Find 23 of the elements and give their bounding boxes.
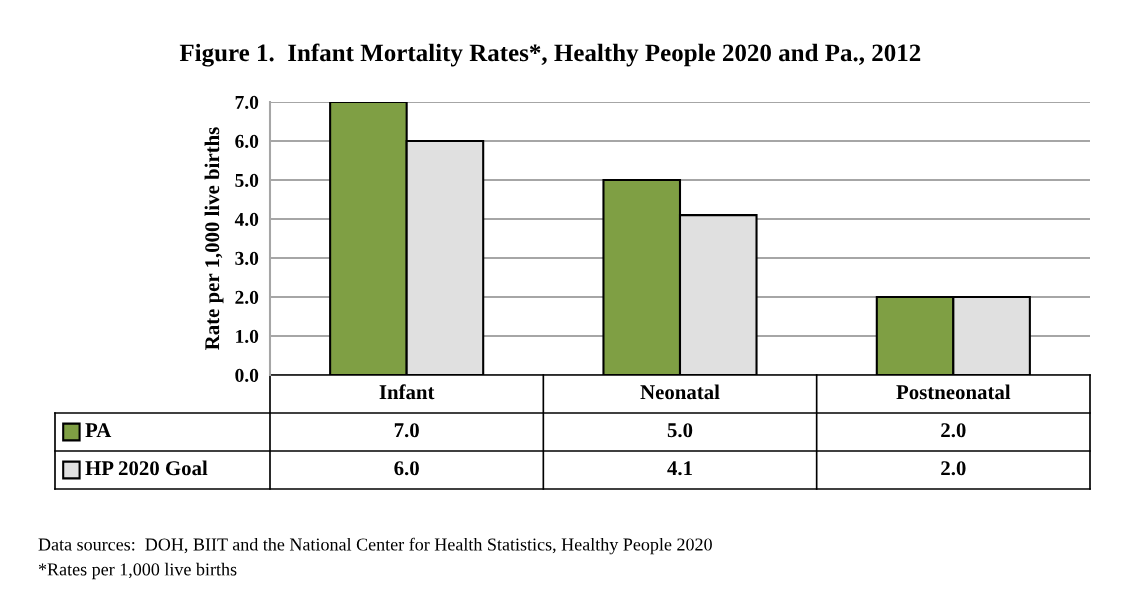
legend-label: HP 2020 Goal bbox=[85, 460, 208, 476]
y-tick-label: 4.0 bbox=[234, 212, 259, 227]
data-label: 5.0 bbox=[667, 423, 693, 438]
legend-label: PA bbox=[85, 423, 112, 438]
chart-title: Figure 1. Infant Mortality Rates*, Healthy People 2020 and Pa., 2012 bbox=[179, 43, 921, 67]
y-tick-label: 0.0 bbox=[235, 368, 259, 383]
text: Data sources: DOH, BIIT and the National Center for Health Statistics, Healthy People 2020 bbox=[38, 537, 712, 555]
x-tick-label: Postneonatal bbox=[896, 384, 1011, 400]
y-tick-label: 1.0 bbox=[236, 329, 259, 344]
y-axis-title: Rate per 1,000 live births bbox=[204, 127, 224, 350]
data-label: 4.1 bbox=[667, 461, 692, 476]
y-tick-label: 3.0 bbox=[235, 251, 259, 266]
y-tick-label: 5.0 bbox=[235, 173, 259, 188]
x-tick-label: Neonatal bbox=[640, 384, 720, 400]
data-label: 2.0 bbox=[941, 461, 966, 476]
x-tick-label: Infant bbox=[379, 384, 435, 400]
data-label: 2.0 bbox=[941, 423, 966, 438]
data-label: 6.0 bbox=[394, 461, 419, 476]
y-tick-label: 2.0 bbox=[235, 290, 259, 305]
y-tick-label: 7.0 bbox=[235, 95, 259, 110]
text: *Rates per 1,000 live births bbox=[38, 562, 237, 580]
y-tick-label: 6.0 bbox=[235, 134, 259, 149]
data-label: 7.0 bbox=[394, 423, 419, 438]
